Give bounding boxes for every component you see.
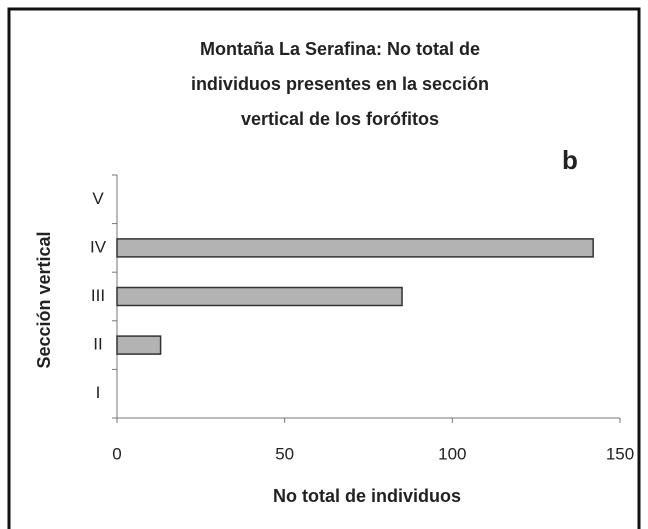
y-axis-label: Sección vertical bbox=[34, 231, 54, 368]
x-tick-label: 100 bbox=[438, 444, 466, 463]
bar bbox=[116, 286, 403, 307]
panel-letter: b bbox=[562, 145, 578, 175]
y-tick-label: V bbox=[92, 189, 104, 208]
y-tick-label: III bbox=[91, 286, 105, 305]
chart-title: Montaña La Serafina: No total de bbox=[200, 39, 480, 59]
chart-title: individuos presentes en la sección bbox=[191, 74, 489, 94]
frame bbox=[7, 7, 641, 529]
y-tick-label: I bbox=[96, 383, 101, 402]
y-tick-label: IV bbox=[90, 237, 107, 256]
x-tick-label: 0 bbox=[112, 444, 121, 463]
chart-title: vertical de los forófitos bbox=[241, 109, 439, 129]
x-tick-label: 50 bbox=[275, 444, 294, 463]
x-axis-label: No total de individuos bbox=[273, 486, 461, 506]
bar bbox=[116, 238, 594, 258]
y-tick-label: II bbox=[93, 335, 102, 354]
x-tick-label: 150 bbox=[606, 444, 634, 463]
bar bbox=[116, 335, 162, 355]
